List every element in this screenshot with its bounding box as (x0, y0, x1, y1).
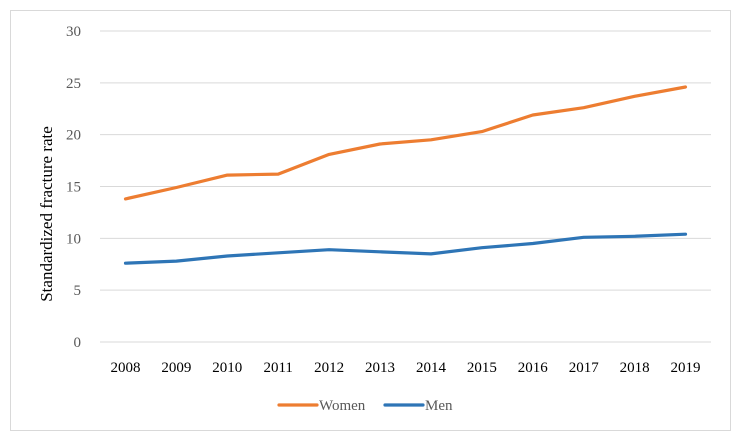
x-tick-label: 2010 (212, 360, 242, 376)
x-tick-label: 2018 (620, 360, 650, 376)
y-tick-label: 30 (66, 24, 81, 40)
x-tick-label: 2009 (161, 360, 191, 376)
x-tick-label: 2015 (467, 360, 497, 376)
x-tick-label: 2019 (671, 360, 701, 376)
x-tick-label: 2014 (416, 360, 447, 376)
series-line-women (123, 85, 688, 201)
y-axis-label: Standardized fracture rate (37, 126, 56, 302)
legend-label-women: Women (319, 398, 366, 414)
gridlines (100, 30, 711, 343)
x-tick-label: 2011 (263, 360, 292, 376)
x-tick-label: 2012 (314, 360, 344, 376)
x-axis-ticks: 2008 2009 2010 2011 2012 2013 2014 2015 2016 2017… (110, 360, 700, 376)
y-tick-label: 5 (74, 283, 82, 299)
y-tick-label: 15 (66, 180, 81, 196)
x-tick-label: 2008 (110, 360, 140, 376)
legend-label-men: Men (425, 398, 453, 414)
x-tick-label: 2013 (365, 360, 395, 376)
series-lines (123, 85, 688, 265)
y-tick-label: 25 (66, 76, 81, 92)
x-tick-label: 2017 (569, 360, 600, 376)
y-axis-ticks: 0 5 10 15 20 25 30 (66, 24, 81, 351)
y-tick-label: 20 (66, 128, 81, 144)
y-tick-label: 10 (66, 231, 81, 247)
y-tick-label: 0 (74, 335, 82, 351)
x-tick-label: 2016 (518, 360, 549, 376)
legend: Women Men (277, 398, 453, 414)
series-line-men (123, 232, 688, 265)
chart-frame (10, 10, 731, 431)
